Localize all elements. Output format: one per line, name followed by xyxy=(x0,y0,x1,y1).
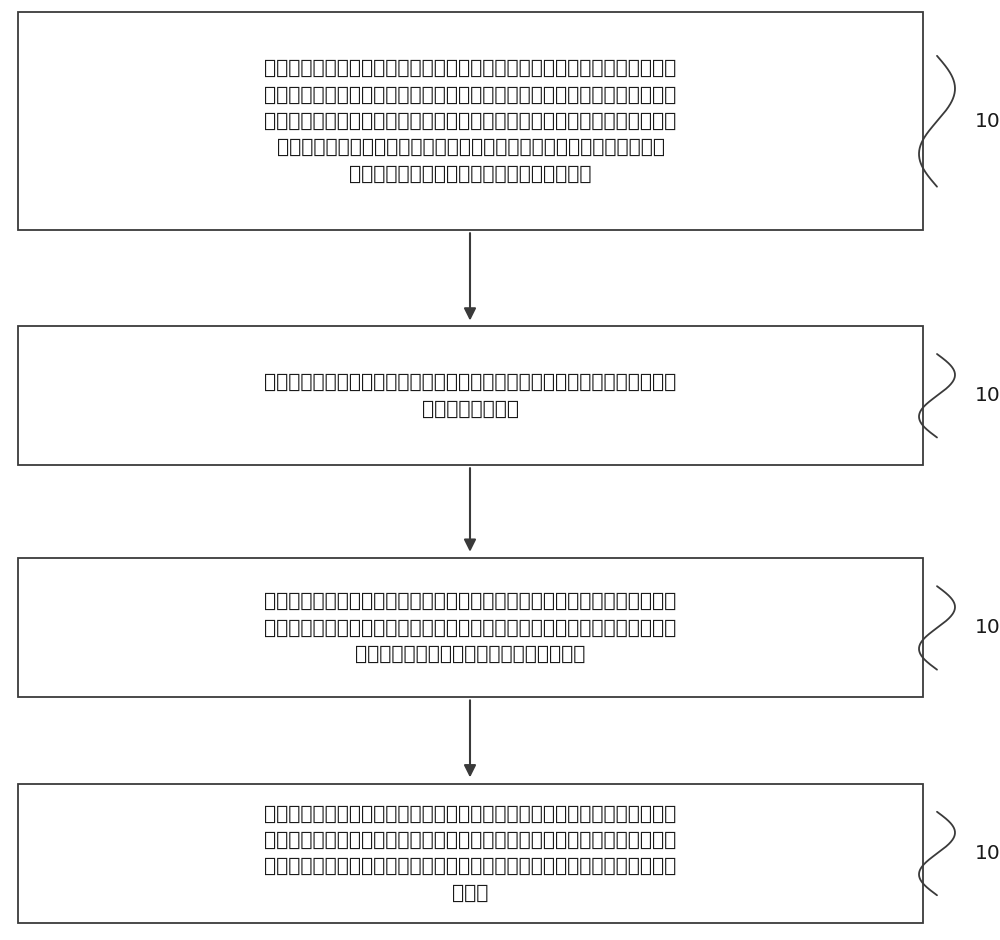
Text: 向测量子系统和所述相对指向测量子系统之间的空间基准转换时序参数，构建: 向测量子系统和所述相对指向测量子系统之间的空间基准转换时序参数，构建 xyxy=(264,831,677,850)
Text: 根据所述绝对指向测量子系统的任一内部空间基准绝对指向参数序列和所述相: 根据所述绝对指向测量子系统的任一内部空间基准绝对指向参数序列和所述相 xyxy=(264,592,677,611)
Bar xyxy=(18,12,923,230)
Text: 表示预设采样间隔内的角增量和绝对指向参数: 表示预设采样间隔内的角增量和绝对指向参数 xyxy=(349,164,592,183)
Text: 根据所述采样频率归一化指向参数，获取所述绝对指向测量子系统的内部空间: 根据所述采样频率归一化指向参数，获取所述绝对指向测量子系统的内部空间 xyxy=(264,373,677,392)
Text: 准标定: 准标定 xyxy=(452,884,489,902)
Text: 通过光学卫星中相对指向测量子系统的相对输出量，对光学卫星中绝对指向测: 通过光学卫星中相对指向测量子系统的相对输出量，对光学卫星中绝对指向测 xyxy=(264,59,677,78)
Text: 103: 103 xyxy=(975,619,1000,637)
Text: 对指向测量子系统的相对输出量，获取所述绝对指向测量子系统和所述相对指: 对指向测量子系统的相对输出量，获取所述绝对指向测量子系统和所述相对指 xyxy=(264,619,677,637)
Text: 系统是通过多台星敏感器组成的，所述相对输出量和所述绝对输出量分别: 系统是通过多台星敏感器组成的，所述相对输出量和所述绝对输出量分别 xyxy=(277,138,664,157)
Text: 指向测量子系统是通过多组三轴角速度测量组件构建的，所述绝对指向测量子: 指向测量子系统是通过多组三轴角速度测量组件构建的，所述绝对指向测量子 xyxy=(264,112,677,131)
Text: 101: 101 xyxy=(975,112,1000,131)
Text: 根据所述绝对指向测量子系统的内部空间基准转换时序参数，以及所述绝对指: 根据所述绝对指向测量子系统的内部空间基准转换时序参数，以及所述绝对指 xyxy=(264,805,677,823)
Text: 基准转换时序参数: 基准转换时序参数 xyxy=(422,400,519,418)
Text: 向测量子系统之间的空间基准转换时序参数: 向测量子系统之间的空间基准转换时序参数 xyxy=(355,645,586,664)
Bar xyxy=(18,784,923,923)
Text: 104: 104 xyxy=(975,844,1000,863)
Bar xyxy=(18,326,923,465)
Text: 时空基准转换模型，以根据所述时空基准转换模型对指向测量系统进行空间基: 时空基准转换模型，以根据所述时空基准转换模型对指向测量系统进行空间基 xyxy=(264,857,677,876)
Text: 量子系统的绝对输出量进行重采样，得到采样频率归一化指向参数，所述相对: 量子系统的绝对输出量进行重采样，得到采样频率归一化指向参数，所述相对 xyxy=(264,86,677,104)
Bar xyxy=(18,558,923,697)
Text: 102: 102 xyxy=(975,386,1000,405)
